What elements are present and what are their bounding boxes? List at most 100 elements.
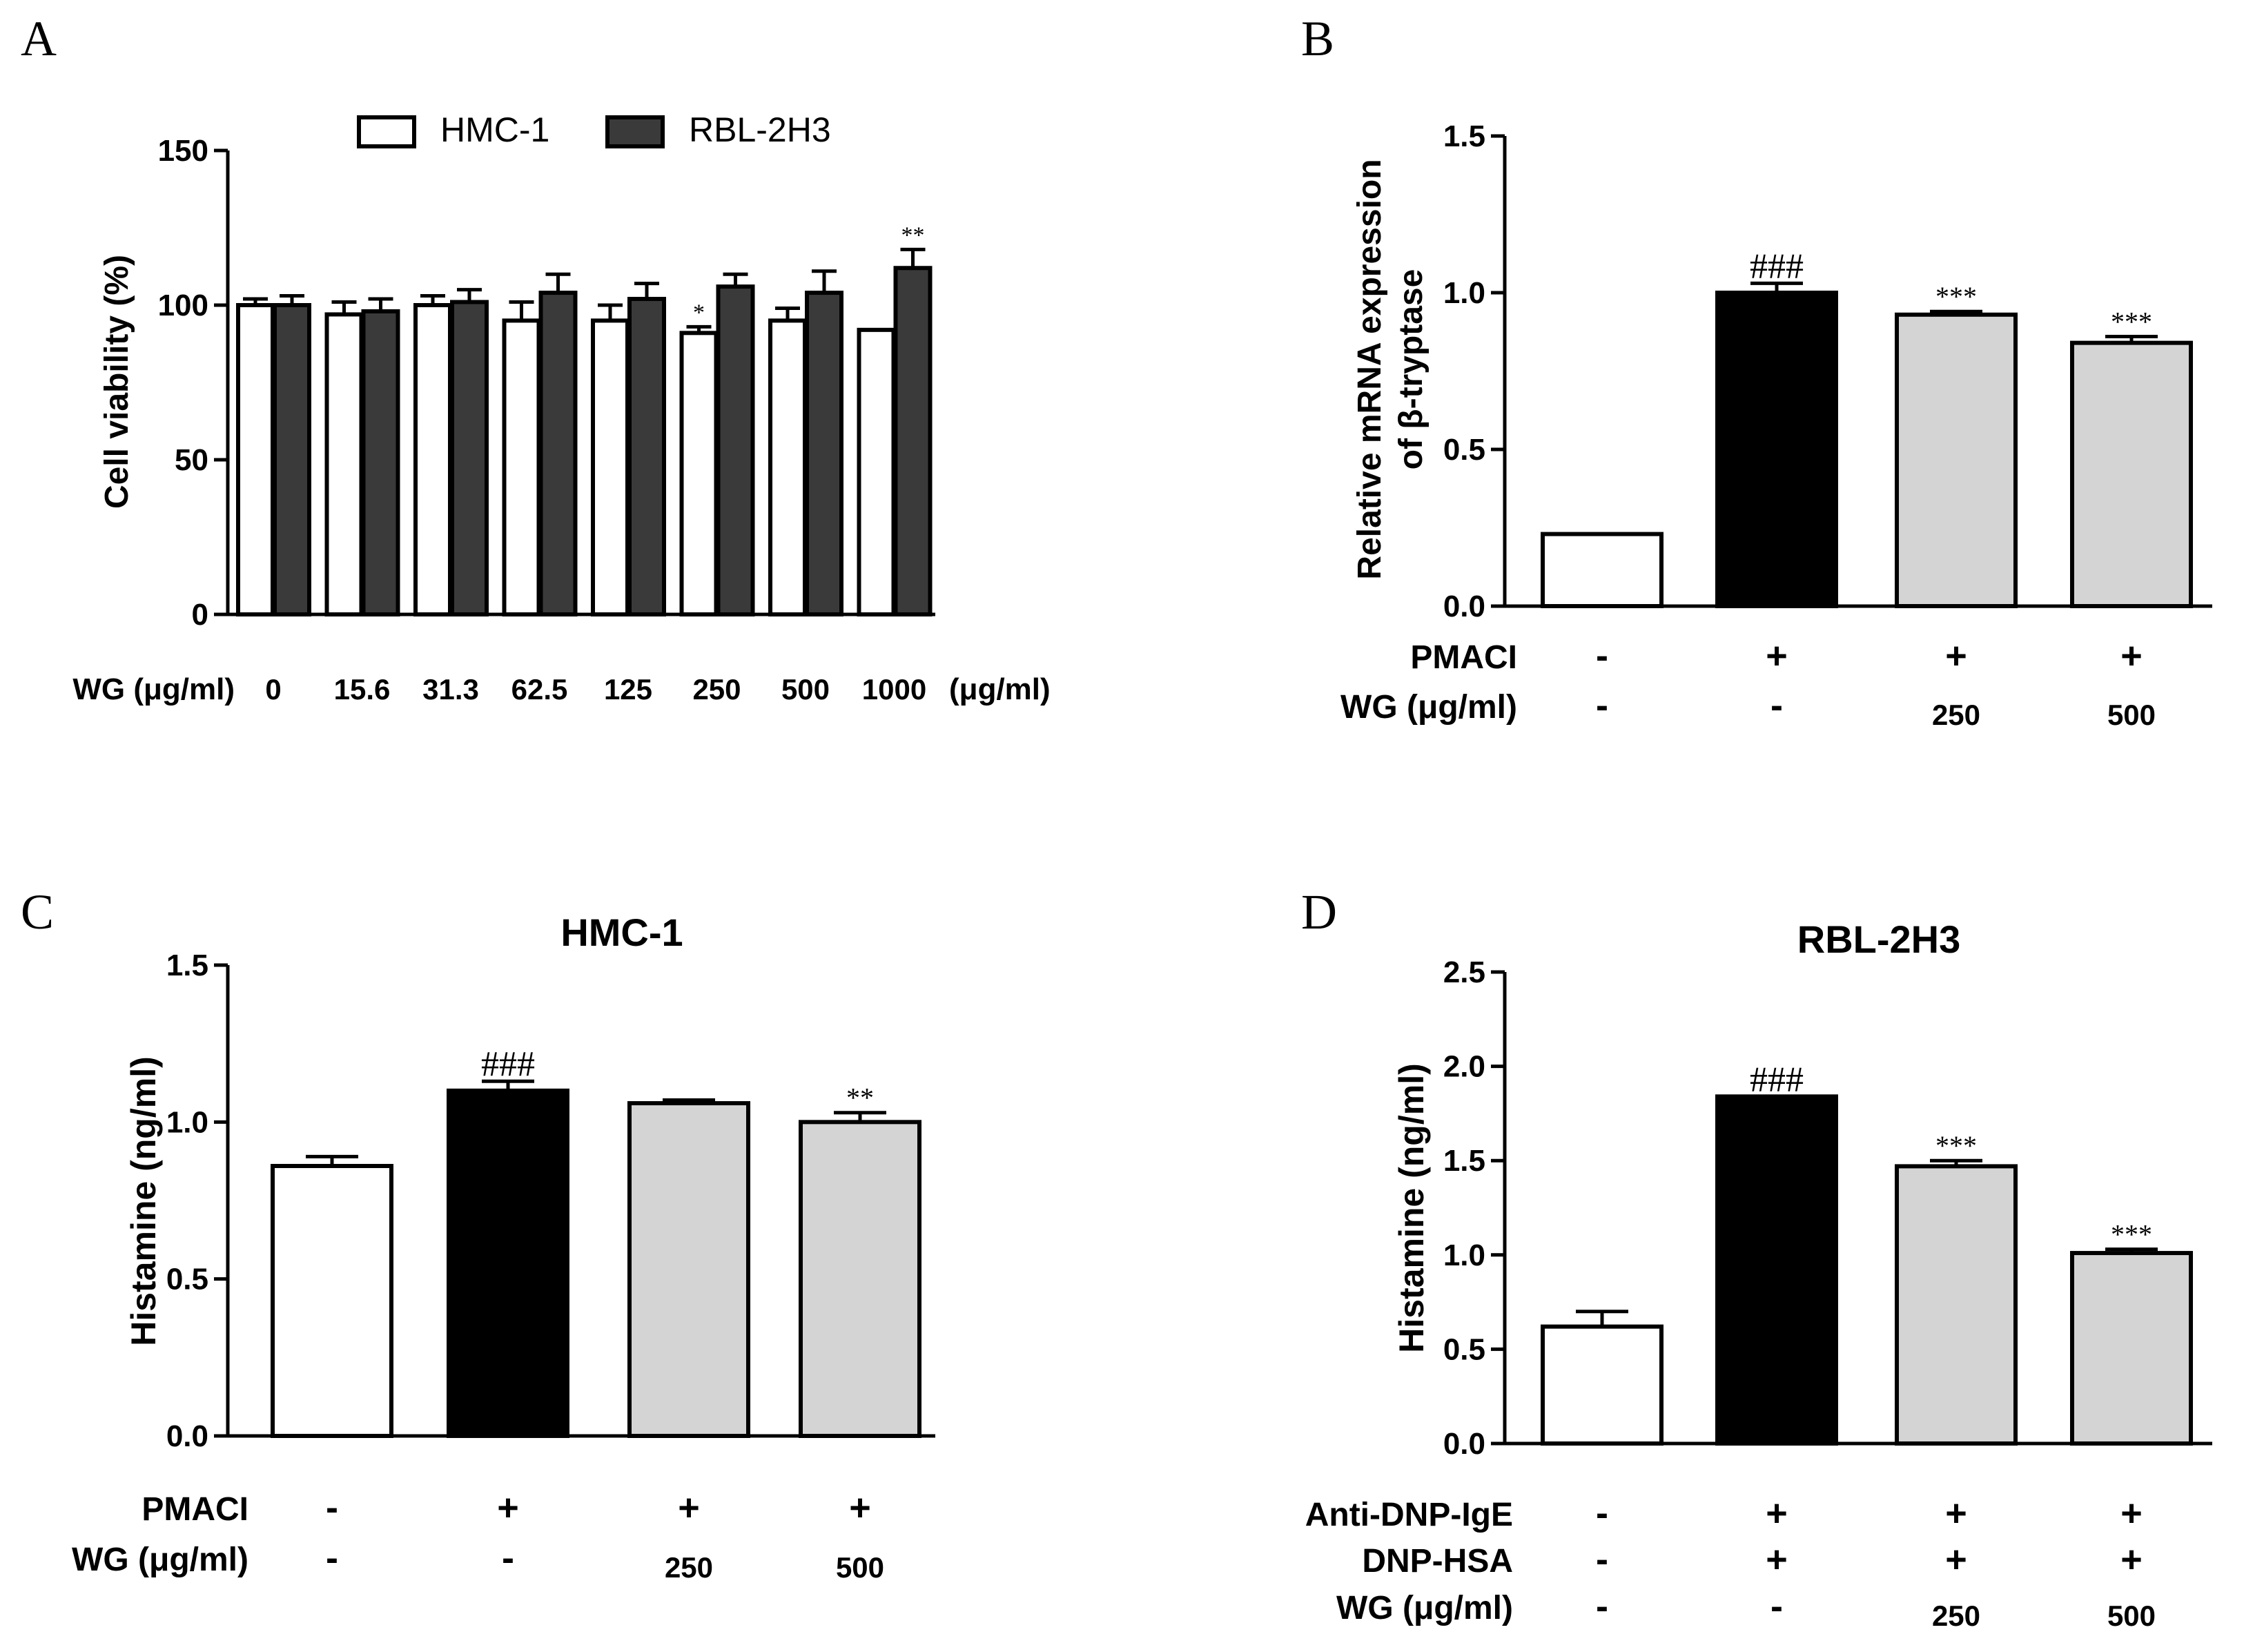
bar-rbl-2h3 <box>361 309 400 616</box>
panel-d-chart: D RBL-2H3 ### *** *** 0.0 0.5 1.0 1.5 2.0 2.5 Hista… <box>1301 884 2212 1632</box>
condition-mark: 500 <box>836 1551 884 1584</box>
y-tick-label: 1.0 <box>166 1105 208 1139</box>
bar-hmc-1 <box>679 331 719 616</box>
panel-c-chart: C HMC-1 ### ** 0.0 0.5 1.0 1.5 Histamine (ng/ml)… <box>21 884 935 1584</box>
category-label: 250 <box>692 673 741 706</box>
bar <box>1895 1164 2018 1446</box>
condition-mark: - <box>1596 1493 1608 1534</box>
significance-label: ### <box>1750 246 1804 286</box>
bar-rbl-2h3 <box>716 284 755 616</box>
significance-label: ### <box>481 1044 535 1084</box>
panel-letter: D <box>1301 884 1337 940</box>
bar <box>1715 291 1838 608</box>
condition-row-label: WG (μg/ml) <box>1340 689 1517 726</box>
bar <box>627 1101 750 1438</box>
x-row-label: WG (μg/ml) <box>72 672 235 706</box>
category-label: 1000 <box>862 673 926 706</box>
bar-rbl-2h3 <box>450 300 489 616</box>
bar <box>271 1163 393 1439</box>
legend-label: HMC-1 <box>440 110 549 149</box>
y-tick-label: 2.5 <box>1443 955 1485 989</box>
bar-rbl-2h3 <box>805 291 843 616</box>
bar <box>799 1120 921 1439</box>
bar-rbl-2h3 <box>893 266 933 616</box>
unit-label: (μg/ml) <box>949 672 1051 706</box>
condition-row-label: DNP-HSA <box>1362 1543 1513 1580</box>
condition-mark: - <box>326 1487 338 1528</box>
significance-label: ** <box>901 222 925 248</box>
bar-hmc-1 <box>591 318 630 616</box>
y-axis-label: Histamine (ng/ml) <box>1392 1063 1431 1352</box>
condition-mark: - <box>502 1537 514 1579</box>
condition-mark: 500 <box>2107 1600 2156 1632</box>
category-label: 500 <box>781 673 830 706</box>
condition-mark: + <box>497 1487 519 1528</box>
panel-letter: C <box>21 884 54 940</box>
category-label: 0 <box>265 673 281 706</box>
y-tick-label: 1.5 <box>1443 119 1485 153</box>
chart-title: RBL-2H3 <box>1797 917 1960 961</box>
condition-mark: 500 <box>2107 699 2156 731</box>
condition-mark: + <box>1766 1539 1788 1580</box>
condition-mark: 250 <box>665 1551 713 1584</box>
condition-mark: + <box>2120 1493 2143 1534</box>
bar-rbl-2h3 <box>538 291 578 616</box>
y-tick-label: 0.5 <box>1443 433 1485 467</box>
bar <box>2070 1251 2193 1446</box>
condition-row-label: PMACI <box>1410 639 1517 676</box>
condition-row-label: Anti-DNP-IgE <box>1305 1497 1513 1533</box>
bar <box>447 1088 569 1439</box>
bar-hmc-1 <box>502 318 541 616</box>
condition-mark: + <box>1766 1493 1788 1534</box>
y-tick-label: 2.0 <box>1443 1050 1485 1084</box>
category-label: 31.3 <box>422 673 479 706</box>
condition-mark: + <box>1945 635 1967 677</box>
y-tick-label: 0.0 <box>166 1419 208 1453</box>
y-tick-label: 0.5 <box>1443 1332 1485 1366</box>
condition-mark: + <box>1945 1493 1967 1534</box>
y-axis-label: Histamine (ng/ml) <box>124 1056 163 1345</box>
bar-hmc-1 <box>413 303 452 616</box>
category-label: 125 <box>604 673 652 706</box>
y-tick-label: 100 <box>158 289 208 322</box>
significance-label: *** <box>2111 1219 2152 1250</box>
category-label: 15.6 <box>334 673 391 706</box>
y-tick-label: 50 <box>175 443 208 477</box>
chart-title: HMC-1 <box>560 911 683 954</box>
significance-label: ### <box>1750 1060 1804 1099</box>
condition-mark: + <box>1766 635 1788 677</box>
bar-hmc-1 <box>236 303 275 616</box>
y-tick-label: 1.5 <box>166 949 208 982</box>
y-tick-label: 150 <box>158 134 208 168</box>
bar <box>1541 1324 1664 1446</box>
significance-label: * <box>693 300 705 325</box>
condition-mark: + <box>849 1487 871 1528</box>
bar-hmc-1 <box>857 327 896 616</box>
y-tick-label: 1.0 <box>1443 1238 1485 1272</box>
condition-mark: 250 <box>1932 699 1980 731</box>
condition-row-label: PMACI <box>142 1491 248 1528</box>
bar <box>1895 312 2018 608</box>
bar-rbl-2h3 <box>273 303 311 616</box>
condition-mark: - <box>1596 685 1608 726</box>
legend-swatch <box>605 115 665 148</box>
condition-mark: - <box>1770 1586 1783 1627</box>
condition-mark: - <box>1596 1586 1608 1627</box>
legend-label: RBL-2H3 <box>689 110 831 149</box>
y-tick-label: 1.0 <box>1443 276 1485 310</box>
condition-mark: + <box>678 1487 700 1528</box>
panel-letter: A <box>21 11 57 66</box>
bar-rbl-2h3 <box>627 297 666 616</box>
condition-mark: + <box>1945 1539 1967 1580</box>
panel-a-chart: A 0 15.6 31.3 62.5 125 * 250 500 ** 1000 0 50 100 150 C… <box>21 11 1051 706</box>
condition-mark: - <box>326 1537 338 1579</box>
significance-label: ** <box>846 1082 874 1114</box>
y-tick-label: 0.0 <box>1443 590 1485 623</box>
condition-mark: + <box>2120 635 2143 677</box>
bar <box>1715 1094 1838 1446</box>
panel-b-chart: B ### *** *** 0.0 0.5 1.0 1.5 Relative mRNA expr… <box>1301 11 2212 731</box>
condition-mark: 250 <box>1932 1600 1980 1632</box>
y-axis-label: Relative mRNA expression <box>1352 159 1388 579</box>
y-axis-label: Cell viability (%) <box>99 255 135 509</box>
